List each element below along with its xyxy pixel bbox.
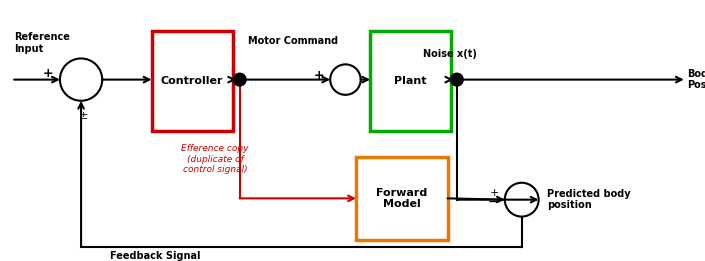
FancyBboxPatch shape (152, 31, 233, 130)
Ellipse shape (330, 64, 361, 95)
Text: Reference
Input: Reference Input (14, 32, 70, 54)
Text: +: + (314, 69, 324, 81)
Text: Body
Position: Body Position (687, 69, 705, 90)
Ellipse shape (233, 73, 247, 87)
Text: Feedback Signal: Feedback Signal (110, 251, 200, 261)
Ellipse shape (450, 73, 464, 87)
Text: Motor Command: Motor Command (247, 36, 338, 46)
Text: ±: ± (78, 111, 88, 121)
Text: Noise x(t): Noise x(t) (423, 49, 477, 58)
Ellipse shape (505, 183, 539, 217)
Text: Plant: Plant (394, 76, 427, 86)
Text: +: + (490, 188, 499, 198)
Ellipse shape (60, 58, 102, 101)
FancyBboxPatch shape (356, 157, 448, 240)
FancyBboxPatch shape (370, 31, 451, 130)
Text: Controller: Controller (161, 76, 223, 86)
Text: Efference copy
(duplicate of
control signal): Efference copy (duplicate of control sig… (181, 144, 249, 174)
Text: Predicted body
position: Predicted body position (547, 189, 631, 210)
Text: +: + (42, 67, 53, 80)
Text: Forward
Model: Forward Model (376, 188, 427, 209)
Text: −: − (488, 195, 499, 209)
